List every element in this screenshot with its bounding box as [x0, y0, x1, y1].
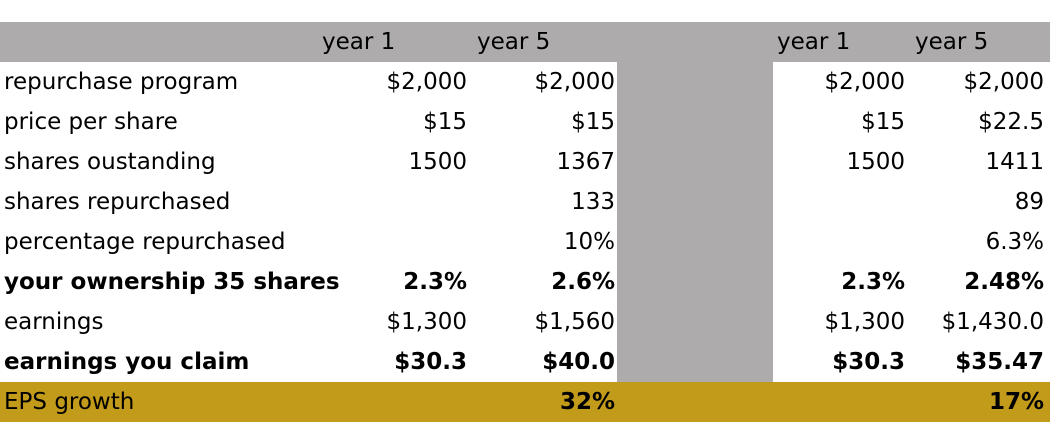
table-row: earnings you claim $30.3 $40.0 $30.3 $35.47	[0, 342, 1050, 382]
scenario-a-year5-value: $40.0	[542, 349, 615, 375]
scenario-b-year5-value: $1,430.0	[941, 309, 1044, 335]
scenario-b-year5-value: $35.47	[955, 349, 1044, 375]
row-label: your ownership 35 shares	[4, 269, 340, 295]
scenario-a-year5-value: $1,560	[534, 309, 615, 335]
scenario-b-year1-value: $2,000	[824, 69, 905, 95]
scenario-b-year5-value: 89	[1014, 189, 1044, 215]
row-label: shares oustanding	[4, 149, 216, 175]
scenario-a-year5-value: $2,000	[534, 69, 615, 95]
scenario-b-year5-value: 2.48%	[964, 269, 1044, 295]
scenario-b-year1-value: $1,300	[824, 309, 905, 335]
table-row: percentage repurchased 10% 6.3%	[0, 222, 1050, 262]
scenario-a-year5-value: 10%	[563, 229, 615, 255]
scenario-a-year5-value: 1367	[556, 149, 615, 175]
header-scenario-a-year1: year 1	[322, 29, 396, 55]
scenario-a-year1-value: $2,000	[386, 69, 467, 95]
row-label: shares repurchased	[4, 189, 231, 215]
table-row: shares repurchased 133 89	[0, 182, 1050, 222]
row-label: percentage repurchased	[4, 229, 286, 255]
table-row: earnings $1,300 $1,560 $1,300 $1,430.0	[0, 302, 1050, 342]
table-row: shares oustanding 1500 1367 1500 1411	[0, 142, 1050, 182]
scenario-b-year1-value: $15	[861, 109, 905, 135]
scenario-a-year1-value: 1500	[408, 149, 467, 175]
scenario-b-year5-value: $22.5	[978, 109, 1044, 135]
spreadsheet-table: year 1 year 5 year 1 year 5 repurchase p…	[0, 22, 1050, 422]
header-scenario-b-year5: year 5	[915, 29, 989, 55]
scenario-b-year1-value: 1500	[846, 149, 905, 175]
scenario-a-year1-value: 2.3%	[403, 269, 467, 295]
scenario-b-year1-value: $30.3	[832, 349, 905, 375]
row-label: price per share	[4, 109, 178, 135]
row-label: earnings you claim	[4, 349, 250, 375]
scenario-a-year1-value: $15	[423, 109, 467, 135]
eps-growth-scenario-a: 32%	[559, 389, 615, 415]
scenario-a-year5-value: 2.6%	[551, 269, 615, 295]
header-row: year 1 year 5 year 1 year 5	[0, 22, 1050, 62]
row-label: repurchase program	[4, 69, 239, 95]
table-row: repurchase program $2,000 $2,000 $2,000 $2,0…	[0, 62, 1050, 102]
scenario-a-year5-value: 133	[571, 189, 615, 215]
scenario-b-year5-value: 6.3%	[985, 229, 1044, 255]
data-rows: repurchase program $2,000 $2,000 $2,000 $2,0…	[0, 62, 1050, 382]
scenario-b-year1-value: 2.3%	[841, 269, 905, 295]
table-row: price per share $15 $15 $15 $22.5	[0, 102, 1050, 142]
scenario-b-year5-value: 1411	[985, 149, 1044, 175]
header-scenario-b-year1: year 1	[777, 29, 851, 55]
eps-growth-label: EPS growth	[4, 389, 135, 415]
scenario-a-year1-value: $30.3	[394, 349, 467, 375]
eps-growth-row: EPS growth 32% 17%	[0, 382, 1050, 422]
scenario-a-year5-value: $15	[571, 109, 615, 135]
scenario-a-year1-value: $1,300	[386, 309, 467, 335]
header-scenario-a-year5: year 5	[477, 29, 551, 55]
eps-growth-scenario-b: 17%	[988, 389, 1044, 415]
column-separator	[617, 62, 773, 382]
table-row: your ownership 35 shares 2.3% 2.6% 2.3% 2.48…	[0, 262, 1050, 302]
row-label: earnings	[4, 309, 104, 335]
scenario-b-year5-value: $2,000	[963, 69, 1044, 95]
